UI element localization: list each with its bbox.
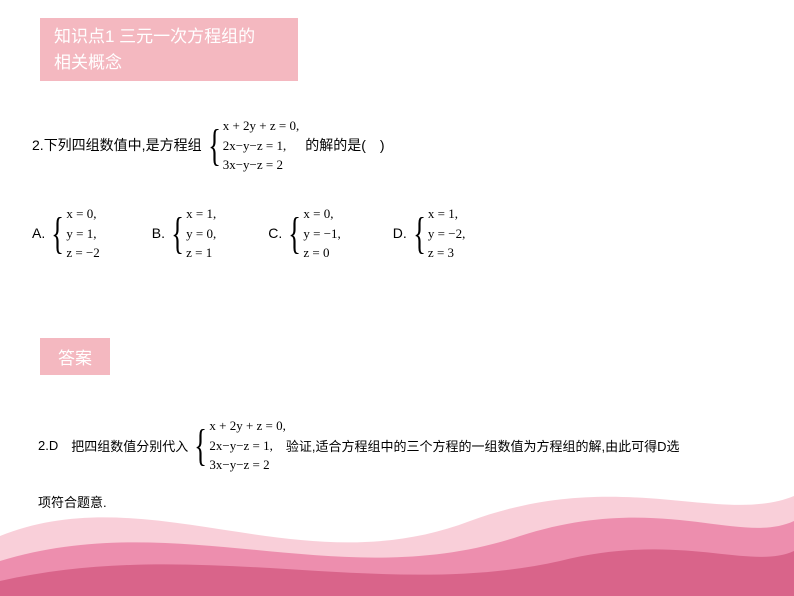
opt-c-r1: x = 0, [303, 204, 340, 224]
exp-num: 2.D [38, 438, 71, 453]
knowledge-point-header: 知识点1 三元一次方程组的 相关概念 [40, 18, 298, 81]
opt-d-r2: y = −2, [428, 224, 465, 244]
option-b: B. { x = 1, y = 0, z = 1 [152, 204, 216, 263]
equation-system: { x + 2y + z = 0, 2x−y−z = 1, 3x−y−z = 2 [204, 116, 300, 175]
exp-equation-system: { x + 2y + z = 0, 2x−y−z = 1, 3x−y−z = 2 [190, 416, 286, 475]
explanation-line: 2.D 把四组数值分别代入 { x + 2y + z = 0, 2x−y−z =… [38, 416, 680, 475]
exp-lead: 把四组数值分别代入 [71, 436, 188, 455]
exp-eq-r2: 2x−y−z = 1, [209, 436, 286, 456]
exp-eq-r3: 3x−y−z = 2 [209, 455, 286, 475]
option-c: C. { x = 0, y = −1, z = 0 [268, 204, 341, 263]
opt-d-r1: x = 1, [428, 204, 465, 224]
options-row: A. { x = 0, y = 1, z = −2 B. { x = 1, y … [32, 204, 465, 263]
question-number: 2. [32, 137, 44, 153]
eq-row3: 3x−y−z = 2 [223, 155, 300, 175]
decorative-wave [0, 466, 794, 596]
option-c-label: C. [268, 225, 282, 241]
option-d-label: D. [393, 225, 407, 241]
option-a: A. { x = 0, y = 1, z = −2 [32, 204, 100, 263]
question-2: 2. 下列四组数值中,是方程组 { x + 2y + z = 0, 2x−y−z… [32, 116, 385, 175]
opt-d-r3: z = 3 [428, 243, 465, 263]
answer-header: 答案 [40, 338, 110, 375]
brace-icon: { [51, 216, 64, 251]
brace-icon: { [208, 128, 221, 163]
option-d: D. { x = 1, y = −2, z = 3 [393, 204, 466, 263]
opt-b-r1: x = 1, [186, 204, 216, 224]
option-a-label: A. [32, 225, 45, 241]
opt-c-r2: y = −1, [303, 224, 340, 244]
opt-b-r2: y = 0, [186, 224, 216, 244]
question-tail: 的解的是( ) [305, 135, 384, 155]
brace-icon: { [288, 216, 301, 251]
opt-a-r3: z = −2 [66, 243, 99, 263]
question-lead: 下列四组数值中,是方程组 [44, 135, 202, 155]
brace-icon: { [171, 216, 184, 251]
exp-mid: 验证,适合方程组中的三个方程的一组数值为方程组的解,由此可得D选 [286, 436, 680, 455]
header-line2: 相关概念 [54, 50, 284, 76]
opt-a-r1: x = 0, [66, 204, 99, 224]
opt-a-r2: y = 1, [66, 224, 99, 244]
exp-eq-r1: x + 2y + z = 0, [209, 416, 286, 436]
explanation-tail: 项符合题意. [38, 492, 107, 511]
eq-row1: x + 2y + z = 0, [223, 116, 300, 136]
opt-c-r3: z = 0 [303, 243, 340, 263]
eq-row2: 2x−y−z = 1, [223, 136, 300, 156]
brace-icon: { [194, 428, 207, 463]
header-line1: 知识点1 三元一次方程组的 [54, 24, 284, 50]
answer-label: 答案 [58, 349, 92, 368]
option-b-label: B. [152, 225, 165, 241]
opt-b-r3: z = 1 [186, 243, 216, 263]
brace-icon: { [413, 216, 426, 251]
